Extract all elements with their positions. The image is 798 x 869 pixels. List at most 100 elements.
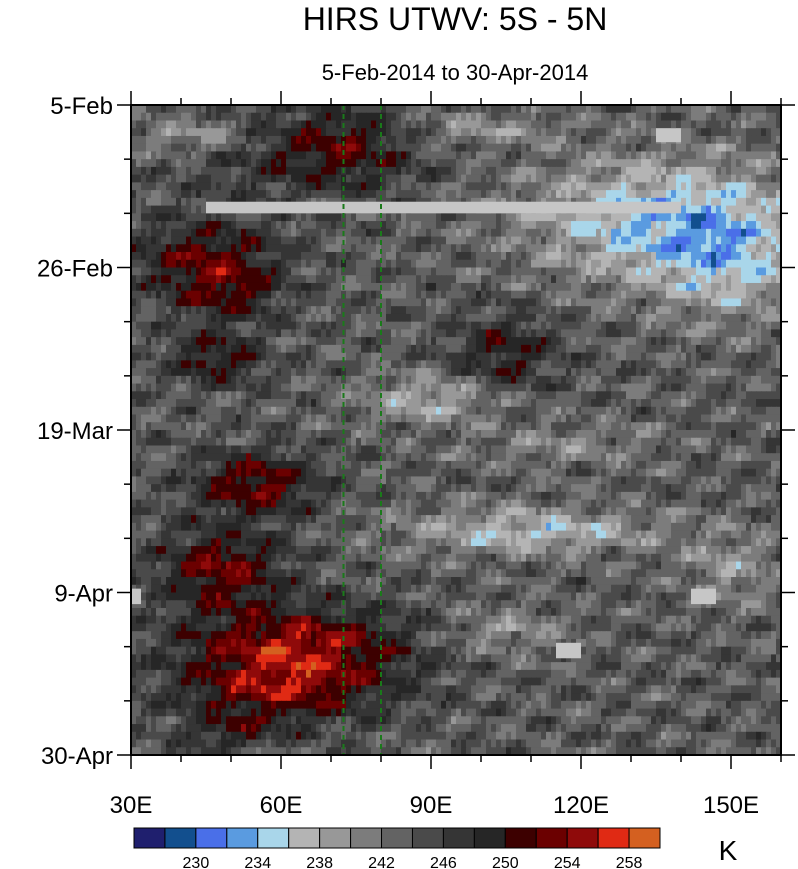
heatmap-cell (216, 329, 222, 338)
heatmap-cell (516, 391, 522, 400)
heatmap-cell (151, 105, 157, 114)
heatmap-cell (501, 166, 507, 176)
heatmap-cell (541, 275, 547, 284)
heatmap-cell (691, 282, 697, 292)
heatmap-cell (726, 329, 732, 338)
heatmap-cell (696, 321, 702, 331)
heatmap-cell (576, 143, 582, 153)
heatmap-cell (416, 236, 422, 245)
heatmap-cell (171, 344, 177, 354)
heatmap-cell (291, 375, 297, 385)
heatmap-cell (266, 368, 272, 377)
heatmap-cell (331, 190, 337, 199)
heatmap-cell (731, 329, 737, 338)
heatmap-cell (651, 375, 657, 385)
heatmap-cell (191, 383, 197, 392)
heatmap-cell (266, 105, 272, 114)
heatmap-cell (236, 112, 242, 122)
heatmap-cell (321, 313, 327, 323)
heatmap-cell (446, 236, 452, 245)
heatmap-cell (601, 368, 607, 377)
heatmap-cell (546, 290, 552, 300)
heatmap-cell (536, 298, 542, 307)
heatmap-cell (206, 259, 212, 269)
heatmap-cell (286, 228, 292, 238)
heatmap-cell (661, 306, 667, 315)
heatmap-cell (776, 344, 781, 354)
heatmap-cell (351, 244, 357, 253)
heatmap-cell (591, 213, 597, 222)
heatmap-cell (471, 190, 477, 199)
heatmap-cell (651, 329, 657, 338)
heatmap-cell (161, 252, 167, 261)
heatmap-cell (561, 252, 567, 261)
heatmap-cell (751, 197, 757, 207)
heatmap-cell (551, 166, 557, 176)
heatmap-cell (441, 221, 447, 230)
heatmap-cell (701, 329, 707, 338)
heatmap-cell (146, 391, 152, 400)
heatmap-cell (751, 321, 757, 331)
heatmap-cell (626, 174, 632, 183)
heatmap-cell (651, 105, 657, 114)
heatmap-cell (746, 282, 752, 292)
heatmap-cell (461, 391, 467, 400)
heatmap-cell (746, 205, 752, 214)
heatmap-cell (566, 259, 572, 269)
heatmap-cell (176, 205, 182, 214)
heatmap-cell (751, 128, 757, 137)
heatmap-cell (176, 112, 182, 122)
heatmap-cell (546, 228, 552, 238)
heatmap-cell (356, 244, 362, 253)
heatmap-cell (596, 275, 602, 284)
heatmap-cell (606, 120, 612, 129)
heatmap-cell (196, 306, 202, 315)
heatmap-cell (511, 228, 517, 238)
heatmap-cell (401, 143, 407, 153)
heatmap-cell (586, 275, 592, 284)
heatmap-cell (186, 290, 192, 300)
heatmap-cell (511, 128, 517, 137)
heatmap-cell (231, 275, 237, 284)
heatmap-cell (151, 151, 157, 160)
heatmap-cell (191, 259, 197, 269)
heatmap-cell (146, 120, 152, 129)
heatmap-cell (386, 267, 392, 276)
heatmap-cell (176, 105, 182, 114)
heatmap-cell (546, 159, 552, 168)
heatmap-cell (236, 290, 242, 300)
heatmap-cell (326, 221, 332, 230)
heatmap-cell (351, 391, 357, 400)
heatmap-cell (201, 143, 207, 153)
heatmap-cell (206, 321, 212, 331)
heatmap-cell (361, 151, 367, 160)
heatmap-cell (271, 399, 277, 408)
heatmap-cell (656, 112, 662, 122)
heatmap-cell (346, 252, 352, 261)
heatmap-cell (301, 112, 307, 122)
heatmap-cell (726, 135, 732, 145)
heatmap-cell (606, 221, 612, 230)
heatmap-cell (661, 290, 667, 300)
heatmap-cell (371, 135, 377, 145)
heatmap-cell (436, 151, 442, 160)
heatmap-cell (626, 313, 632, 323)
heatmap-cell (426, 190, 432, 199)
heatmap-cell (526, 159, 532, 168)
heatmap-cell (331, 275, 337, 284)
heatmap-cell (571, 344, 577, 354)
heatmap-cell (676, 166, 682, 176)
heatmap-cell (406, 221, 412, 230)
heatmap-cell (356, 166, 362, 176)
heatmap-cell (431, 368, 437, 377)
heatmap-cell (366, 360, 372, 369)
heatmap-cell (611, 321, 617, 331)
heatmap-cell (601, 313, 607, 323)
heatmap-cell (286, 182, 292, 191)
heatmap-cell (751, 252, 757, 261)
heatmap-cell (656, 329, 662, 338)
heatmap-cell (481, 391, 487, 400)
heatmap-cell (556, 143, 562, 153)
heatmap-cell (706, 213, 712, 222)
